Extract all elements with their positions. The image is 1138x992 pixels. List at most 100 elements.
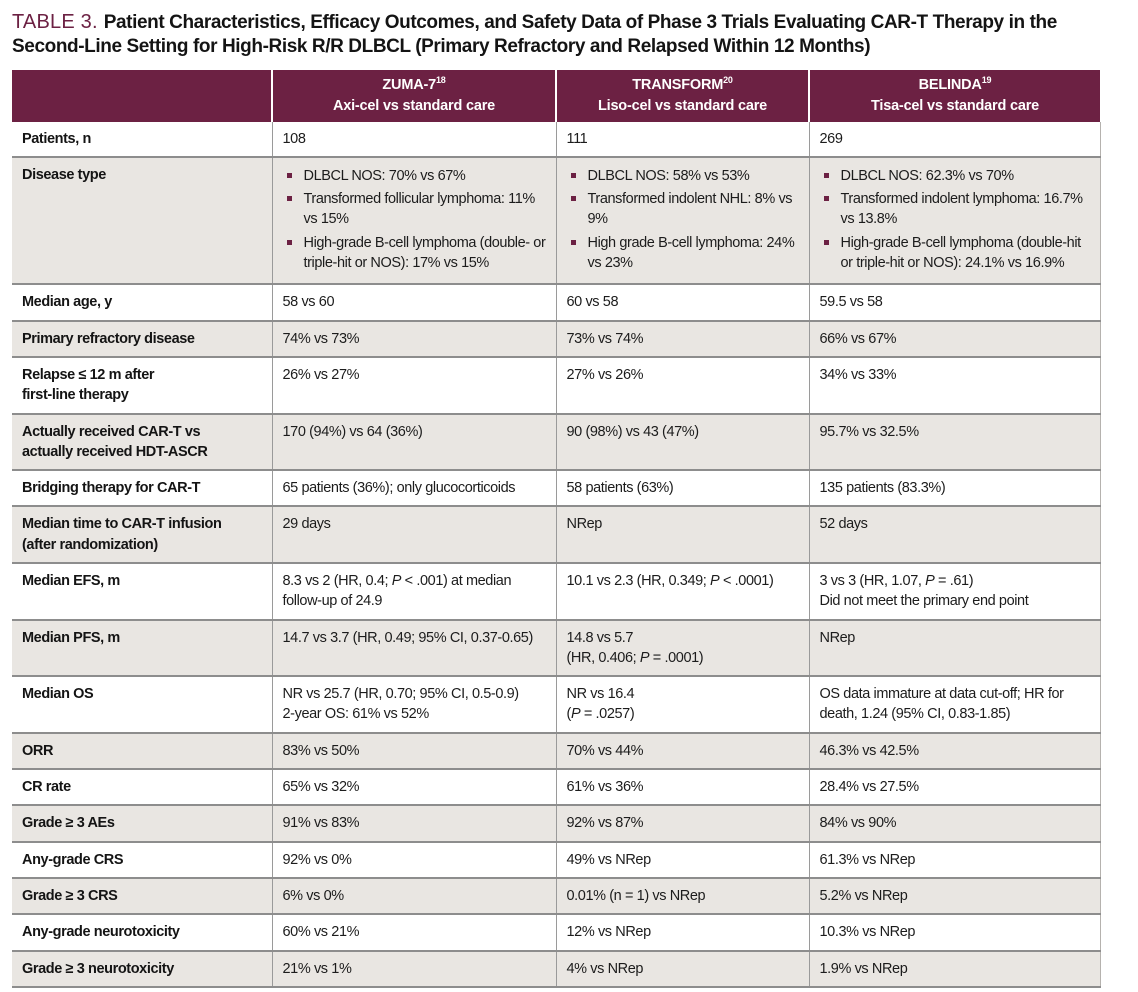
cell: 91% vs 83%: [271, 805, 556, 842]
reference-superscript: 18: [435, 74, 446, 85]
cell: 170 (94%) vs 64 (36%): [271, 413, 556, 471]
row-label: CR rate: [22, 779, 71, 796]
table-row: Median OS NR vs 25.7 (HR, 0.70; 95% CI, 0…: [12, 676, 1101, 733]
table-row: Median time to CAR-T infusion (after ran…: [12, 506, 1101, 563]
cell: 65 patients (36%); only glucocorticoids: [271, 470, 556, 507]
cell: 1.9% vs NRep: [808, 950, 1101, 987]
table-row: Median age, y 58 vs 60 60 vs 58 59.5 vs 58: [12, 284, 1101, 321]
bullet-list: DLBCL NOS: 70% vs 67% Transformed follicu…: [283, 166, 548, 273]
trial-name: ZUMA-718: [382, 74, 446, 93]
cell: 4% vs NRep: [555, 950, 809, 987]
cell: 14.8 vs 5.7 (HR, 0.406; P = .0001): [555, 619, 809, 677]
row-label: Actually received CAR-T vs actually rece…: [12, 413, 272, 471]
row-label: Primary refractory disease: [12, 320, 272, 357]
bullet-list: DLBCL NOS: 58% vs 53% Transformed indolen…: [567, 166, 801, 273]
cell: 108: [271, 121, 556, 157]
row-label: Disease type: [12, 156, 272, 285]
cell: 70% vs 44%: [555, 732, 809, 770]
table-row: Patients, n 108 111 269: [12, 121, 1101, 157]
table-row: Disease type DLBCL NOS: 70% vs 67% Transfo…: [12, 156, 1101, 285]
cell: 83% vs 50%: [271, 732, 556, 770]
row-label: Median OS: [22, 686, 94, 703]
cell: 95.7% vs 32.5%: [808, 413, 1101, 471]
cell: 269: [808, 121, 1101, 157]
column-header: BELINDA19 Tisa-cel vs standard care: [808, 69, 1100, 122]
cell: 60% vs 21%: [271, 914, 556, 951]
bullet-item: High grade B-cell lymphoma: 24% vs 23%: [567, 233, 801, 274]
cell: 29 days: [271, 506, 556, 563]
cell: 58 patients (63%): [555, 470, 809, 507]
cell: 46.3% vs 42.5%: [808, 732, 1101, 770]
cell: 92% vs 87%: [555, 805, 809, 842]
cell: 90 (98%) vs 43 (47%): [555, 413, 809, 471]
trial-subtitle: Liso-cel vs standard care: [597, 97, 768, 114]
row-label: Relapse ≤ 12 m after first-line therapy: [22, 366, 155, 404]
cell: 27% vs 26%: [555, 356, 809, 414]
trial-name: BELINDA19: [918, 74, 992, 93]
reference-superscript: 20: [723, 74, 733, 85]
cell: 61.3% vs NRep: [808, 841, 1101, 878]
row-label: Grade ≥ 3 CRS: [12, 877, 272, 915]
bullet-item: Transformed indolent NHL: 8% vs 9%: [567, 189, 801, 230]
cell: 14.7 vs 3.7 (HR, 0.49; 95% CI, 0.37-0.65…: [271, 619, 556, 677]
cell: NR vs 25.7 (HR, 0.70; 95% CI, 0.5-0.9) 2…: [271, 676, 556, 733]
bullet-item: DLBCL NOS: 70% vs 67%: [283, 166, 548, 186]
row-label: Grade ≥ 3 AEs: [12, 805, 272, 842]
cell: 61% vs 36%: [555, 769, 809, 806]
row-label: Any-grade CRS: [22, 851, 124, 868]
trial-subtitle: Axi-cel vs standard care: [332, 97, 496, 114]
cell: 135 patients (83.3%): [808, 470, 1101, 507]
table-row: Primary refractory disease 74% vs 73% 73% …: [12, 320, 1101, 357]
cell: 3 vs 3 (HR, 1.07, P = .61) Did not meet …: [808, 563, 1101, 620]
bullet-item: DLBCL NOS: 58% vs 53%: [567, 166, 801, 186]
cell: 28.4% vs 27.5%: [808, 769, 1101, 806]
header-row: ZUMA-718 Axi-cel vs standard care TRANSFOR…: [12, 69, 1100, 122]
cell: NRep: [808, 619, 1101, 677]
cell: DLBCL NOS: 62.3% vs 70% Transformed indol…: [808, 156, 1101, 285]
cell: NR vs 16.4 (P = .0257): [555, 676, 809, 733]
cell: 60 vs 58: [555, 284, 809, 321]
cell: 58 vs 60: [271, 284, 556, 321]
table-row: Relapse ≤ 12 m after first-line therapy 2…: [12, 356, 1101, 414]
cell: 6% vs 0%: [271, 877, 556, 915]
row-label: Patients, n: [22, 130, 91, 147]
cell: 49% vs NRep: [555, 841, 809, 878]
corner-header-cell: [12, 69, 272, 122]
cell: 73% vs 74%: [555, 320, 809, 357]
table-body: Patients, n 108 111 269 Disease type DLBCL NO…: [12, 121, 1101, 987]
cell: 74% vs 73%: [271, 320, 556, 357]
table-number: TABLE 3.: [12, 11, 98, 33]
cell: 66% vs 67%: [808, 320, 1101, 357]
cell: 34% vs 33%: [808, 356, 1101, 414]
data-table: ZUMA-718 Axi-cel vs standard care TRANSFOR…: [12, 69, 1101, 988]
cell: 12% vs NRep: [555, 914, 809, 951]
table-row: Grade ≥ 3 AEs 91% vs 83% 92% vs 87% 84% vs …: [12, 805, 1101, 842]
table-row: Median PFS, m 14.7 vs 3.7 (HR, 0.49; 95% …: [12, 619, 1101, 677]
cell: 21% vs 1%: [271, 950, 556, 987]
table-row: CR rate 65% vs 32% 61% vs 36% 28.4% vs 27.5…: [12, 769, 1101, 806]
row-label: Bridging therapy for CAR-T: [22, 480, 201, 497]
bullet-item: Transformed indolent lymphoma: 16.7% vs …: [820, 189, 1092, 230]
row-label: Median PFS, m: [12, 619, 272, 677]
cell: NRep: [555, 506, 809, 563]
trial-name: TRANSFORM20: [632, 74, 733, 93]
row-label: Median EFS, m: [22, 573, 120, 589]
cell: DLBCL NOS: 58% vs 53% Transformed indolen…: [555, 156, 809, 285]
column-header: ZUMA-718 Axi-cel vs standard care: [271, 69, 556, 122]
bullet-item: Transformed follicular lymphoma: 11% vs …: [283, 189, 548, 230]
cell: 10.3% vs NRep: [808, 914, 1101, 951]
cell: 111: [555, 121, 809, 157]
row-label: Grade ≥ 3 neurotoxicity: [12, 950, 272, 987]
cell: 65% vs 32%: [271, 769, 556, 806]
row-label: Median time to CAR-T infusion (after ran…: [12, 506, 272, 563]
row-label: Median age, y: [22, 294, 112, 311]
cell: 92% vs 0%: [271, 841, 556, 878]
cell: OS data immature at data cut-off; HR for…: [808, 676, 1101, 733]
cell: 84% vs 90%: [808, 805, 1101, 842]
table-row: Median EFS, m 8.3 vs 2 (HR, 0.4; P < .001…: [12, 563, 1101, 620]
table-header: ZUMA-718 Axi-cel vs standard care TRANSFOR…: [12, 69, 1100, 122]
cell: DLBCL NOS: 70% vs 67% Transformed follicu…: [271, 156, 556, 285]
cell: 26% vs 27%: [271, 356, 556, 414]
table-row: Grade ≥ 3 neurotoxicity 21% vs 1% 4% vs NR…: [12, 950, 1101, 987]
